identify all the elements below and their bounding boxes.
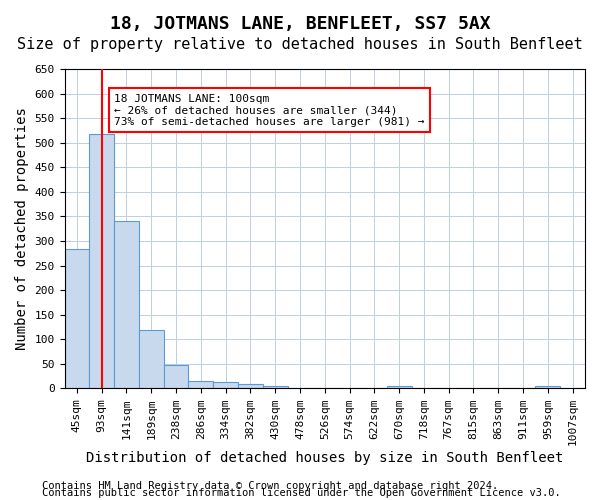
Bar (188, 380, 213, 388)
Text: Contains HM Land Registry data © Crown copyright and database right 2024.: Contains HM Land Registry data © Crown c… (42, 481, 498, 491)
Text: 18, JOTMANS LANE, BENFLEET, SS7 5AX: 18, JOTMANS LANE, BENFLEET, SS7 5AX (110, 15, 490, 33)
Bar (139, 330, 164, 388)
Y-axis label: Number of detached properties: Number of detached properties (15, 108, 29, 350)
X-axis label: Distribution of detached houses by size in South Benfleet: Distribution of detached houses by size … (86, 451, 563, 465)
Bar (213, 382, 238, 388)
Text: Contains public sector information licensed under the Open Government Licence v3: Contains public sector information licen… (42, 488, 561, 498)
Bar (89, 134, 114, 388)
Text: Size of property relative to detached houses in South Benfleet: Size of property relative to detached ho… (17, 38, 583, 52)
Bar (238, 384, 263, 388)
Bar (114, 222, 139, 388)
Bar (164, 365, 188, 388)
Bar (263, 386, 287, 388)
Bar (535, 386, 560, 388)
Bar (65, 250, 89, 388)
Text: 18 JOTMANS LANE: 100sqm
← 26% of detached houses are smaller (344)
73% of semi-d: 18 JOTMANS LANE: 100sqm ← 26% of detache… (114, 94, 425, 127)
Bar (387, 386, 412, 388)
